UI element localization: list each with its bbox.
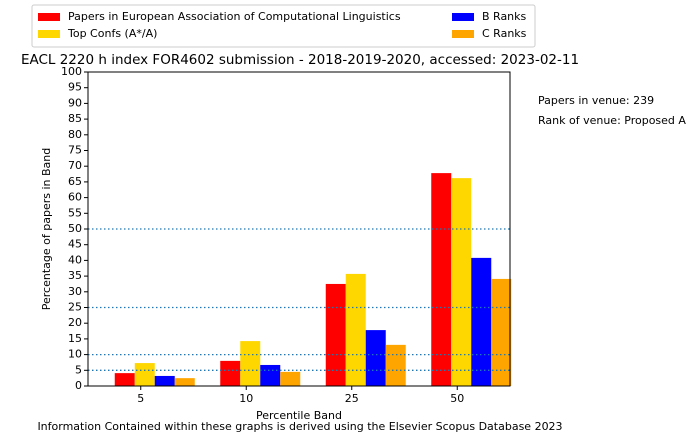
legend-label: Papers in European Association of Comput… <box>68 10 401 23</box>
y-tick-label: 95 <box>68 81 82 94</box>
y-tick-label: 15 <box>68 332 82 345</box>
bar <box>134 363 155 386</box>
x-tick-label: 50 <box>450 392 464 405</box>
x-tick-label: 10 <box>239 392 253 405</box>
bar <box>365 330 386 386</box>
legend-swatch <box>38 30 60 38</box>
legend-swatch <box>38 13 60 21</box>
legend-label: C Ranks <box>482 27 527 40</box>
y-tick-label: 55 <box>68 206 82 219</box>
x-tick-label: 5 <box>137 392 144 405</box>
y-tick-label: 60 <box>68 191 82 204</box>
footer: Information Contained within these graph… <box>37 420 562 432</box>
x-tick-label: 25 <box>345 392 359 405</box>
y-tick-label: 35 <box>68 269 82 282</box>
y-tick-label: 80 <box>68 128 82 141</box>
y-tick-label: 5 <box>75 363 82 376</box>
bar <box>220 360 241 386</box>
bar <box>325 283 346 386</box>
legend-label: B Ranks <box>482 10 527 23</box>
annotation: Rank of venue: Proposed A <box>538 114 686 127</box>
bar <box>114 373 135 386</box>
legend-label: Top Confs (A*/A) <box>67 27 157 40</box>
chart-title: EACL 2220 h index FOR4602 submission - 2… <box>21 52 579 68</box>
y-tick-label: 65 <box>68 175 82 188</box>
y-axis-label: Percentage of papers in Band <box>40 148 53 310</box>
legend-box <box>31 4 536 48</box>
bar <box>174 378 195 386</box>
y-tick-label: 30 <box>68 285 82 298</box>
y-tick-label: 25 <box>68 301 82 314</box>
y-tick-label: 40 <box>68 253 82 266</box>
bar <box>260 364 281 386</box>
legend-swatch <box>452 13 474 21</box>
y-tick-label: 20 <box>68 316 82 329</box>
bar <box>491 278 512 386</box>
bar <box>240 341 261 386</box>
bar <box>154 375 175 386</box>
y-tick-label: 85 <box>68 112 82 125</box>
bar <box>280 371 301 386</box>
bar <box>385 344 406 386</box>
legend-swatch <box>452 30 474 38</box>
y-tick-label: 0 <box>75 379 82 392</box>
annotation: Papers in venue: 239 <box>538 94 654 107</box>
y-tick-label: 90 <box>68 96 82 109</box>
bar <box>345 273 366 386</box>
y-tick-label: 70 <box>68 159 82 172</box>
y-tick-label: 75 <box>68 144 82 157</box>
bar <box>471 257 492 386</box>
bar <box>451 178 472 386</box>
bar <box>431 173 452 386</box>
y-tick-label: 45 <box>68 238 82 251</box>
y-tick-label: 50 <box>68 222 82 235</box>
x-axis-label: Percentile Band <box>256 409 342 422</box>
y-tick-label: 100 <box>61 65 82 78</box>
y-tick-label: 10 <box>68 348 82 361</box>
plot-frame <box>87 71 511 387</box>
